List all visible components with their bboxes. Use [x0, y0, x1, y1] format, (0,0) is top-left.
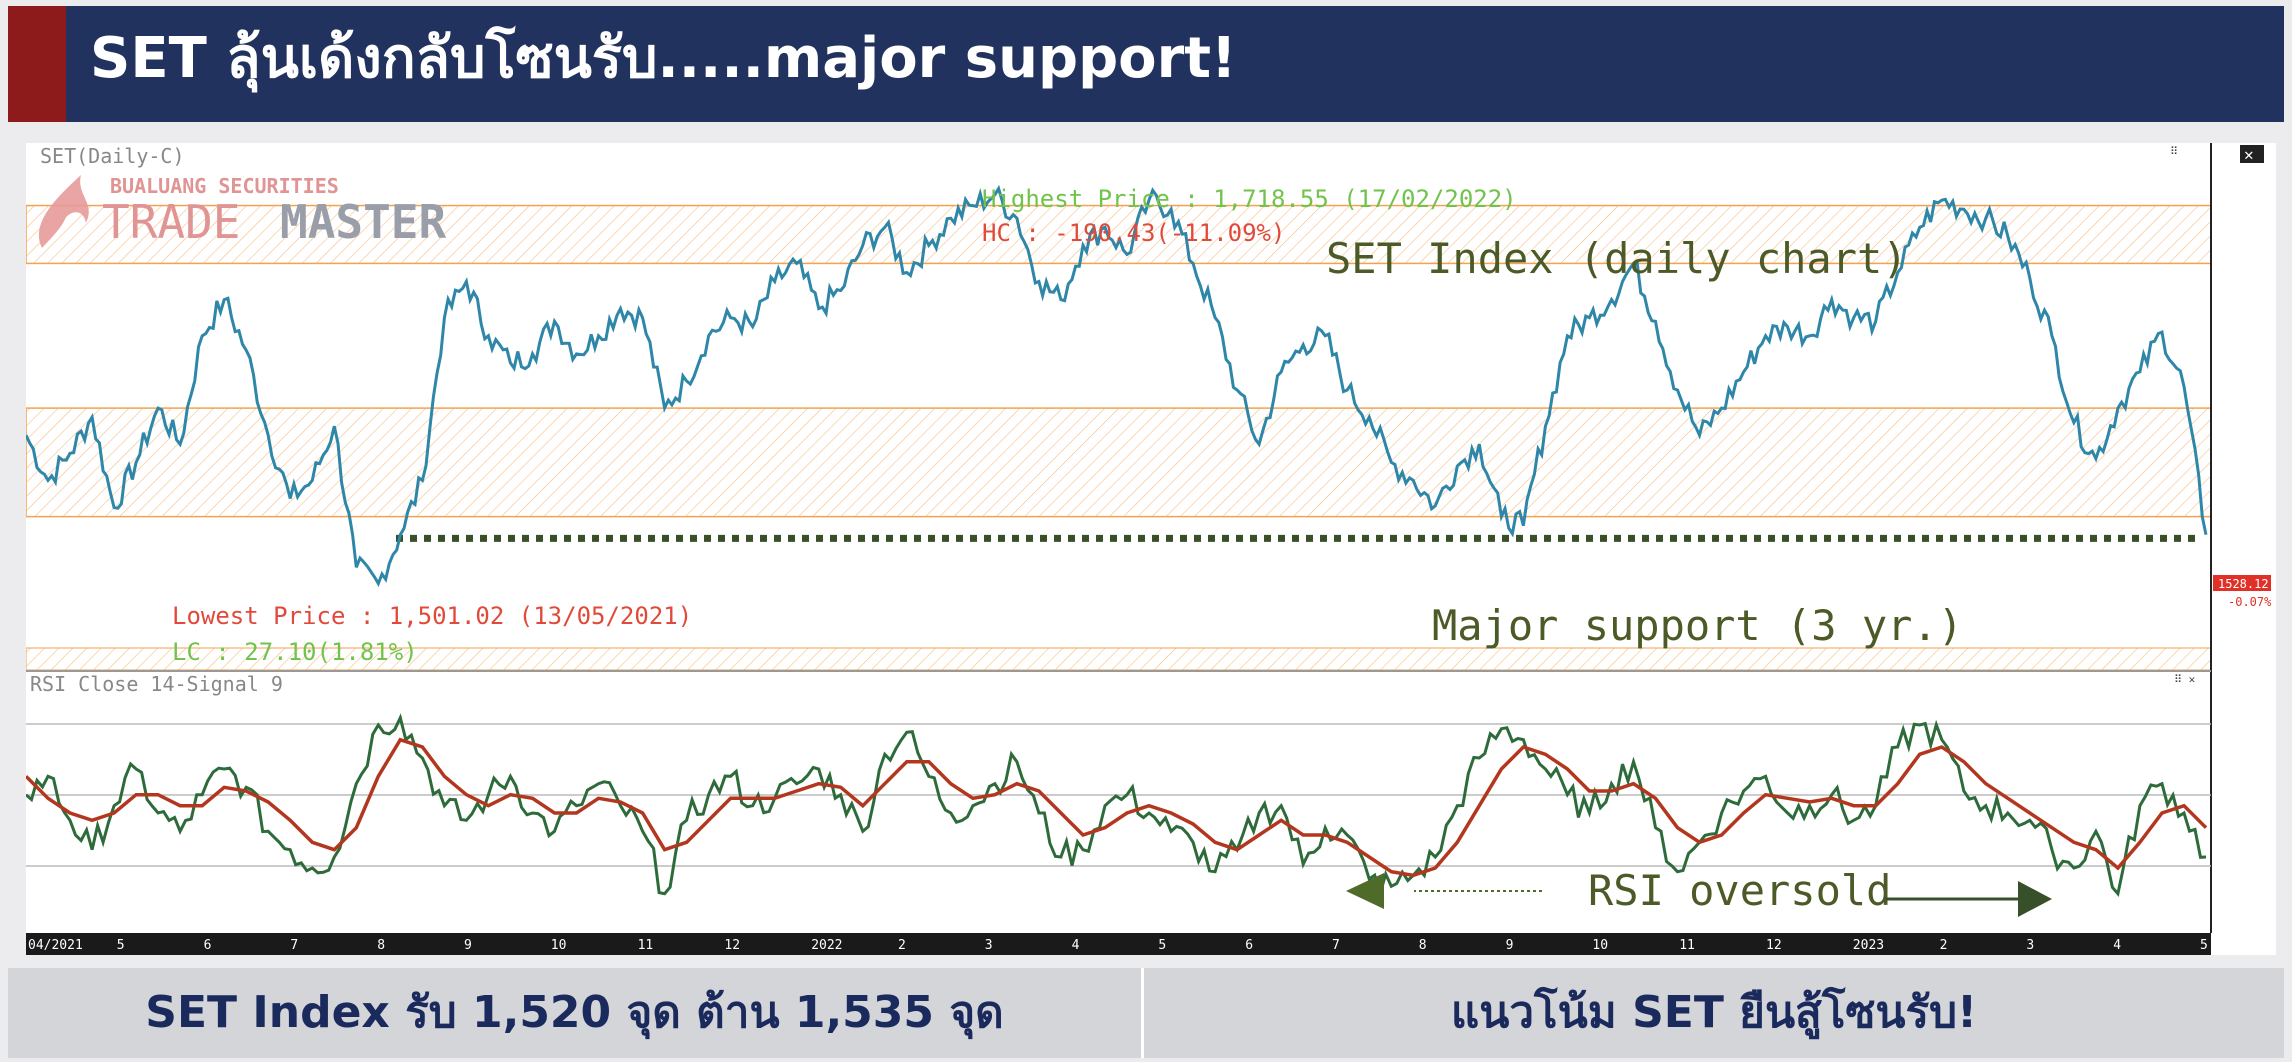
logo-line1: BUALUANG SECURITIES [110, 174, 339, 198]
logo-line2b: MASTER [280, 195, 446, 249]
right-arrow-icon [2018, 881, 2052, 917]
price-series-line [24, 184, 2208, 587]
x-tick-label: 6 [204, 938, 212, 953]
x-tick-label: 7 [290, 938, 298, 953]
x-tick-label: 8 [1419, 938, 1427, 953]
zone-band-0 [25, 407, 2212, 518]
support-label: Major support (3 yr.) [1432, 601, 1963, 650]
x-tick-label: 2 [898, 938, 906, 953]
set-chart: SET(Daily-C) BUALUANG SECURITIES TRADE M… [24, 143, 2272, 955]
hc-label: HC : -190.43(-11.09%) [982, 219, 1285, 247]
x-tick-label: 5 [2200, 938, 2208, 953]
zone-band-1 [25, 204, 2212, 265]
x-tick-label: 12 [724, 938, 740, 953]
page-title: SET ลุ้นเด้งกลับโซนรับ.....major support… [90, 26, 1237, 91]
x-tick-label: 10 [1592, 938, 1608, 953]
footer-right-text: แนวโน้ม SET ยืนสู้โซนรับ! [1450, 987, 1978, 1038]
signal-series-line [24, 737, 2208, 878]
rsi-series-line [25, 713, 2207, 899]
x-tick-label: 7 [1332, 938, 1340, 953]
last-price-value: 1528.12 [2218, 577, 2269, 591]
x-tick-label: 2022 [811, 938, 842, 953]
header-bar [8, 6, 2284, 122]
x-axis-ticks: 04/2021 5 6 7 8 9 10 11 12 2022 2 3 4 5 6 7 8 9 10 11 12 2023… [28, 938, 2208, 953]
x-tick-label: 12 [1766, 938, 1782, 953]
rsi-oversold-annotation: RSI oversold [1346, 866, 2052, 917]
x-tick-label: 9 [464, 938, 472, 953]
resize-icon[interactable]: ⠿ [2170, 145, 2178, 158]
x-axis-bar [26, 933, 2211, 955]
x-tick-label: 9 [1506, 938, 1514, 953]
close-button[interactable] [2240, 145, 2264, 163]
resistance-support-zones [25, 204, 2212, 518]
left-arrow-icon [1346, 873, 1384, 909]
top-panel-label: SET(Daily-C) [40, 144, 185, 168]
flame-icon [38, 175, 89, 248]
x-tick-label: 04/2021 [28, 938, 83, 953]
chart-area: SET(Daily-C) BUALUANG SECURITIES TRADE M… [24, 143, 2276, 955]
logo-line2a: TRADE [102, 195, 240, 249]
x-tick-label: 10 [551, 938, 567, 953]
x-tick-label: 11 [638, 938, 654, 953]
highest-price-label: Highest Price : 1,718.55 (17/02/2022) [982, 185, 1517, 213]
rsi-oversold-label: RSI oversold [1588, 866, 1891, 915]
x-tick-label: 11 [1679, 938, 1695, 953]
x-tick-label: 6 [1245, 938, 1253, 953]
rsi-panel-resize-icon[interactable]: ⠿ ✕ [2174, 673, 2195, 686]
tradermaster-logo: BUALUANG SECURITIES TRADE MASTER [38, 174, 446, 249]
x-tick-label: 3 [2026, 938, 2034, 953]
footer-left-text: SET Index รับ 1,520 จุด ต้าน 1,535 จุด [145, 987, 1004, 1038]
last-price-tag [2213, 575, 2271, 591]
header-accent [8, 6, 66, 122]
x-tick-label: 4 [1072, 938, 1080, 953]
footer-bar [8, 968, 2284, 1058]
x-tick-label: 2 [1940, 938, 1948, 953]
x-tick-label: 4 [2113, 938, 2121, 953]
x-tick-label: 5 [1158, 938, 1166, 953]
last-change-value: -0.07% [2228, 595, 2272, 609]
x-tick-label: 2023 [1853, 938, 1884, 953]
x-tick-label: 8 [377, 938, 385, 953]
x-tick-label: 3 [985, 938, 993, 953]
index-title-label: SET Index (daily chart) [1326, 234, 1908, 283]
bottom-panel-label: RSI Close 14-Signal 9 [30, 672, 283, 696]
close-icon: ✕ [2244, 145, 2254, 164]
lowest-price-label: Lowest Price : 1,501.02 (13/05/2021) [172, 602, 692, 630]
lc-label: LC : 27.10(1.81%) [172, 638, 418, 666]
x-tick-label: 5 [117, 938, 125, 953]
footer-divider [1141, 968, 1144, 1058]
